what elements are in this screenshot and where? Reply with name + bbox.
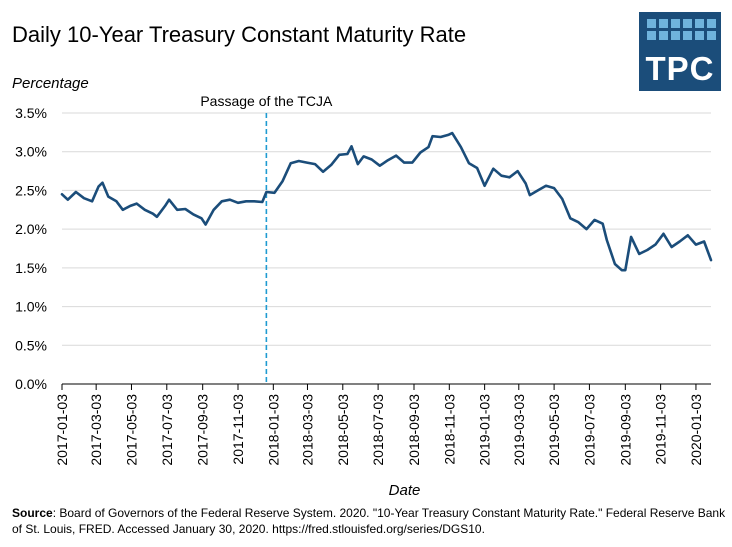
x-tick-label: 2017-01-03 [54,394,70,466]
tpc-logo: TPC [639,12,721,91]
y-tick-label: 2.5% [15,182,47,198]
source-note: Source: Board of Governors of the Federa… [12,505,727,537]
x-tick-label: 2019-11-03 [653,394,669,465]
rate-series-line [60,131,713,272]
source-text: : Board of Governors of the Federal Rese… [12,506,726,536]
y-tick-label: 0.5% [15,337,47,353]
x-tick-label: 2019-03-03 [511,394,527,466]
x-tick-label: 2017-03-03 [88,394,104,466]
x-tick-label: 2017-11-03 [230,394,246,465]
chart-title: Daily 10-Year Treasury Constant Maturity… [12,22,467,47]
x-tick-label: 2018-01-03 [265,394,281,466]
x-tick-label: 2018-05-03 [335,394,351,466]
x-tick-label: 2019-05-03 [546,394,562,466]
x-tick-label: 2017-09-03 [195,394,211,466]
x-tick-label: 2019-07-03 [581,394,597,466]
y-tick-label: 0.0% [15,376,47,392]
tcja-annotation-label: Passage of the TCJA [200,93,333,109]
logo-grid-icon [647,19,716,40]
x-tick-label: 2017-07-03 [159,394,175,466]
x-tick-label: 2019-09-03 [617,394,633,466]
x-tick-label: 2018-11-03 [441,394,457,465]
y-tick-label: 3.0% [15,144,47,160]
y-tick-label: 3.5% [15,105,47,121]
source-label: Source [12,506,53,520]
x-tick-label: 2018-07-03 [370,394,386,466]
y-tick-label: 2.0% [15,221,47,237]
x-axis-label: Date [389,482,421,499]
x-tick-label: 2019-01-03 [477,394,493,466]
x-tick-label: 2020-01-03 [688,394,704,466]
y-tick-label: 1.0% [15,299,47,315]
logo-text: TPC [645,50,715,87]
x-tick-label: 2018-09-03 [406,394,422,466]
y-axis-label: Percentage [12,75,89,92]
y-tick-label: 1.5% [15,260,47,276]
x-tick-label: 2017-05-03 [123,394,139,466]
x-tick-label: 2018-03-03 [299,394,315,466]
line-chart: 0.0% 0.5% 1.0% 1.5% 2.0% 2.5% 3.0% 3.5% 2017-01-… [12,75,713,499]
